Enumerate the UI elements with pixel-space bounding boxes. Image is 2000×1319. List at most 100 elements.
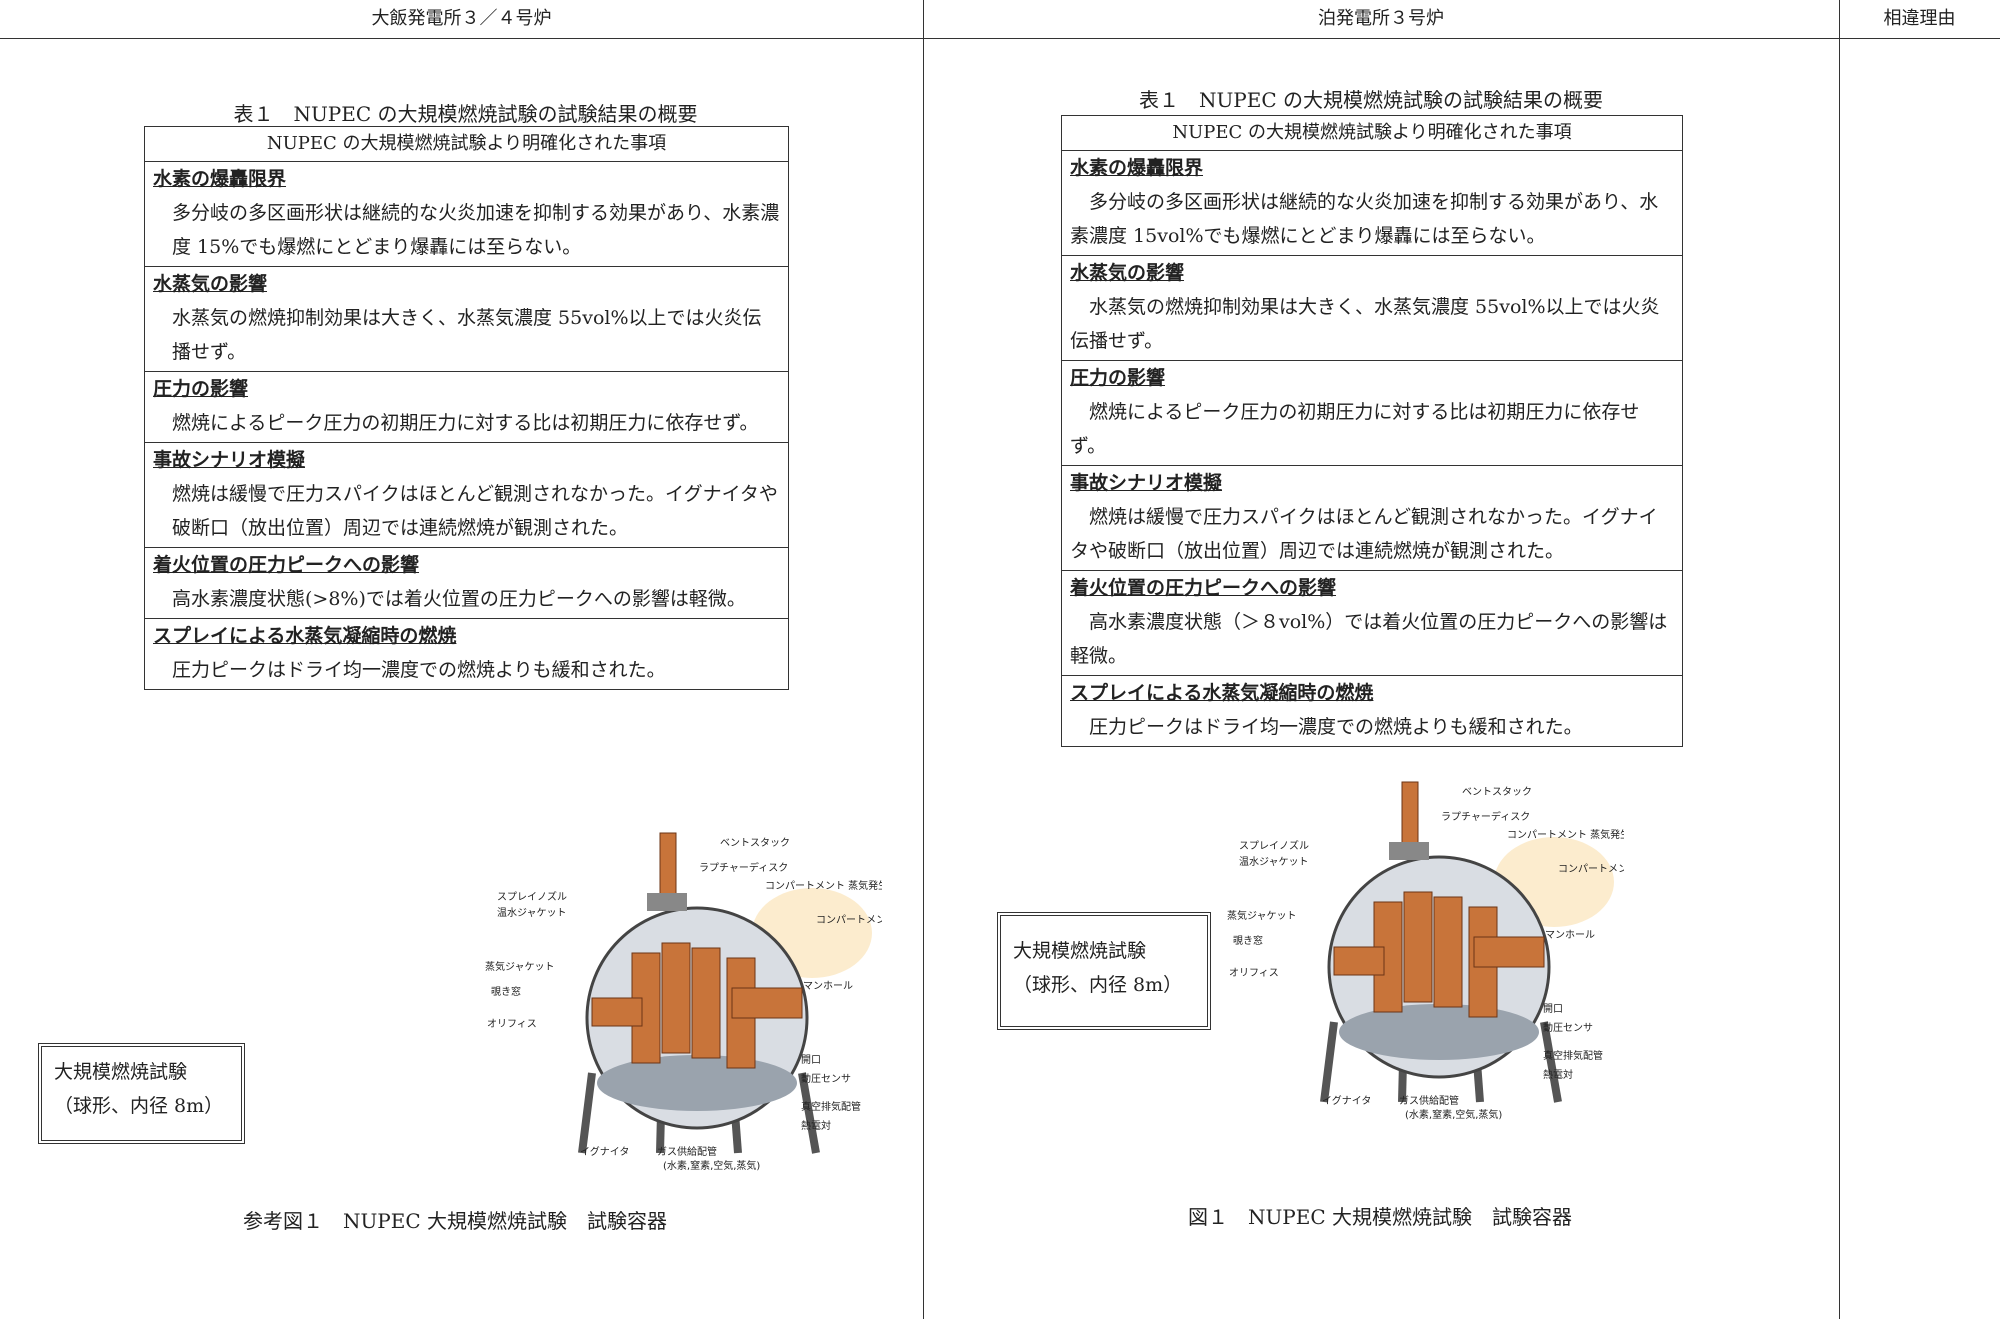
section-heading: 事故シナリオ模擬 [153,449,306,471]
figure-label: コンパートメント 蒸気発生器室 [765,879,882,892]
figure-label: コンパートメント一般部 (トーラス状) [1558,862,1624,875]
figure-label: イグナイタ [580,1145,629,1158]
column-divider [1839,0,1840,1319]
vent-stack [659,832,677,904]
table-section: 着火位置の圧力ピークへの影響 高水素濃度状態(>8%)では着火位置の圧力ピークへの… [145,548,788,619]
table-section: 水蒸気の影響水蒸気の燃焼抑制効果は大きく、水蒸気濃度 55vol%以上では火炎伝… [1062,256,1682,361]
section-body: 燃焼によるピーク圧力の初期圧力に対する比は初期圧力に依存せず。 [172,412,759,434]
section-body: 燃焼によるピーク圧力の初期圧力に対する比は初期圧力に依存せず。 [1070,401,1640,457]
figure-label: オリフィス [487,1018,537,1030]
table-section: スプレイによる水蒸気凝縮時の燃焼 圧力ピークはドライ均一濃度での燃焼よりも緩和され… [1062,676,1682,746]
figure-label: マンホール [1545,929,1595,941]
leg [1540,1021,1562,1103]
figure-label: コンパートメント一般部 (トーラス状) [816,913,882,926]
figure-label: ガス供給配管 [657,1145,717,1158]
vent-stack [1401,781,1419,853]
label-box: 大規模燃焼試験 （球形、内径 8m） [38,1043,245,1144]
section-heading: 水蒸気の影響 [153,273,268,295]
section-heading: 圧力の影響 [1070,367,1166,389]
cylinder [1433,896,1463,1008]
box-line: （球形、内径 8m） [54,1095,224,1117]
leg [1320,1021,1338,1103]
figure-label: 動圧センサ [801,1072,851,1085]
figure-label: 動圧センサ [1543,1021,1593,1034]
section-body: 高水素濃度状態（＞８vol%）では着火位置の圧力ピークへの影響は軽微。 [1070,611,1668,667]
figure-label: マンホール [803,980,853,992]
table-section: 着火位置の圧力ピークへの影響高水素濃度状態（＞８vol%）では着火位置の圧力ピー… [1062,571,1682,676]
figure-label: 真空排気配管 [801,1100,861,1113]
figure-label: 真空排気配管 [1543,1049,1603,1062]
section-body: 高水素濃度状態(>8%)では着火位置の圧力ピークへの影響は軽微。 [172,588,746,610]
section-body: 燃焼は緩慢で圧力スパイクはほとんど観測されなかった。イグナイタや破断口（放出位置… [1070,506,1658,562]
table: NUPEC の大規模燃焼試験より明確化された事項水素の爆轟限界多分岐の多区画形状… [144,126,789,690]
table-section: 圧力の影響燃焼によるピーク圧力の初期圧力に対する比は初期圧力に依存せず。 [1062,361,1682,466]
pipe [1473,936,1545,968]
vessel-floor [597,1055,797,1111]
table-section: スプレイによる水蒸気凝縮時の燃焼 圧力ピークはドライ均一濃度での燃焼よりも緩和され… [145,619,788,689]
section-body: 圧力ピークはドライ均一濃度での燃焼よりも緩和された。 [1089,716,1583,738]
section-body: 水蒸気の燃焼抑制効果は大きく、水蒸気濃度 55vol%以上では火炎伝播せず。 [1070,296,1660,352]
pipe [1333,946,1385,976]
leg [578,1072,596,1154]
table-title: 表１ NUPEC の大規模燃焼試験の試験結果の概要 [1138,88,1604,112]
table: NUPEC の大規模燃焼試験より明確化された事項水素の爆轟限界多分岐の多区画形状… [1061,115,1683,747]
box-line: 大規模燃焼試験 [1013,940,1147,962]
figure-label: ラプチャーディスク [1441,810,1530,823]
table-header: NUPEC の大規模燃焼試験より明確化された事項 [1062,116,1682,151]
section-heading: 水素の爆轟限界 [153,168,287,190]
table-section: 事故シナリオ模擬燃焼は緩慢で圧力スパイクはほとんど観測されなかった。イグナイタや… [145,443,788,548]
section-heading: 水蒸気の影響 [1070,262,1185,284]
table-header: NUPEC の大規模燃焼試験より明確化された事項 [145,127,788,162]
figure-label: ラプチャーディスク [699,861,788,874]
figure-label: 開口 [801,1054,821,1066]
column-header: 泊発電所３号炉 [923,0,1839,39]
figure-label: 覗き窓 [491,985,521,998]
figure-label: オリフィス [1229,967,1279,979]
pipe [591,997,643,1027]
cylinder [691,947,721,1059]
box-line: （球形、内径 8m） [1013,974,1183,996]
vent-box [647,893,687,911]
section-body: 燃焼は緩慢で圧力スパイクはほとんど観測されなかった。イグナイタや破断口（放出位置… [172,483,778,539]
pipe [731,987,803,1019]
figure-label: ガス供給配管 [1399,1094,1459,1107]
figure-label: 熱電対 [801,1119,831,1132]
figure-label: イグナイタ [1322,1094,1371,1107]
section-heading: 事故シナリオ模擬 [1070,472,1223,494]
column-header: 大飯発電所３／４号炉 [0,0,923,39]
figure-label: ベントスタック [1462,786,1532,798]
label-box: 大規模燃焼試験 （球形、内径 8m） [997,912,1211,1030]
figure-label: ベントスタック [720,837,790,849]
figure-label: 熱電対 [1543,1068,1573,1081]
section-body: 圧力ピークはドライ均一濃度での燃焼よりも緩和された。 [172,659,666,681]
section-body: 水蒸気の燃焼抑制効果は大きく、水蒸気濃度 55vol%以上では火炎伝播せず。 [172,307,762,363]
figure-label: 温水ジャケット [1239,856,1309,868]
figure-label: コンパートメント 蒸気発生器室 [1507,828,1624,841]
figure-label: スプレイノズル [497,890,567,903]
figure-label: 開口 [1543,1003,1563,1015]
box-line: 大規模燃焼試験 [54,1061,188,1083]
figure-label: 温水ジャケット [497,907,567,919]
vent-box [1389,842,1429,860]
table-section: 水素の爆轟限界多分岐の多区画形状は継続的な火炎加速を抑制する効果があり、水素濃度… [1062,151,1682,256]
section-body: 多分岐の多区画形状は継続的な火炎加速を抑制する効果があり、水素濃度 15%でも爆… [172,202,780,258]
cylinder [661,942,691,1054]
section-heading: 着火位置の圧力ピークへの影響 [1070,577,1337,599]
caption: 参考図１ NUPEC 大規模燃焼試験 試験容器 [242,1209,668,1233]
figure-label: 覗き窓 [1233,934,1263,947]
figure-label: 蒸気ジャケット [1227,909,1297,922]
section-heading: 水素の爆轟限界 [1070,157,1204,179]
table-section: 圧力の影響 燃焼によるピーク圧力の初期圧力に対する比は初期圧力に依存せず。 [145,372,788,443]
table-title: 表１ NUPEC の大規模燃焼試験の試験結果の概要 [233,102,698,126]
table-section: 水素の爆轟限界多分岐の多区画形状は継続的な火炎加速を抑制する効果があり、水素濃度… [145,162,788,267]
section-body: 多分岐の多区画形状は継続的な火炎加速を抑制する効果があり、水素濃度 15vol%… [1070,191,1659,247]
caption: 図１ NUPEC 大規模燃焼試験 試験容器 [1187,1205,1573,1229]
table-section: 事故シナリオ模擬燃焼は緩慢で圧力スパイクはほとんど観測されなかった。イグナイタや… [1062,466,1682,571]
table-section: 水蒸気の影響水蒸気の燃焼抑制効果は大きく、水蒸気濃度 55vol%以上では火炎伝… [145,267,788,372]
leg [798,1072,820,1154]
figure-label: (水素,窒素,空気,蒸気) [1405,1108,1502,1121]
figure-label: スプレイノズル [1239,839,1309,852]
